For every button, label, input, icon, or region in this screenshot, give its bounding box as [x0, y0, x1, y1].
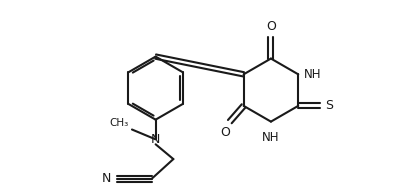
Text: N: N: [102, 172, 111, 185]
Text: NH: NH: [304, 68, 322, 81]
Text: O: O: [220, 126, 230, 139]
Text: NH: NH: [262, 132, 280, 144]
Text: CH₃: CH₃: [110, 118, 129, 127]
Text: O: O: [266, 20, 276, 33]
Text: N: N: [151, 133, 160, 146]
Text: S: S: [325, 99, 333, 112]
